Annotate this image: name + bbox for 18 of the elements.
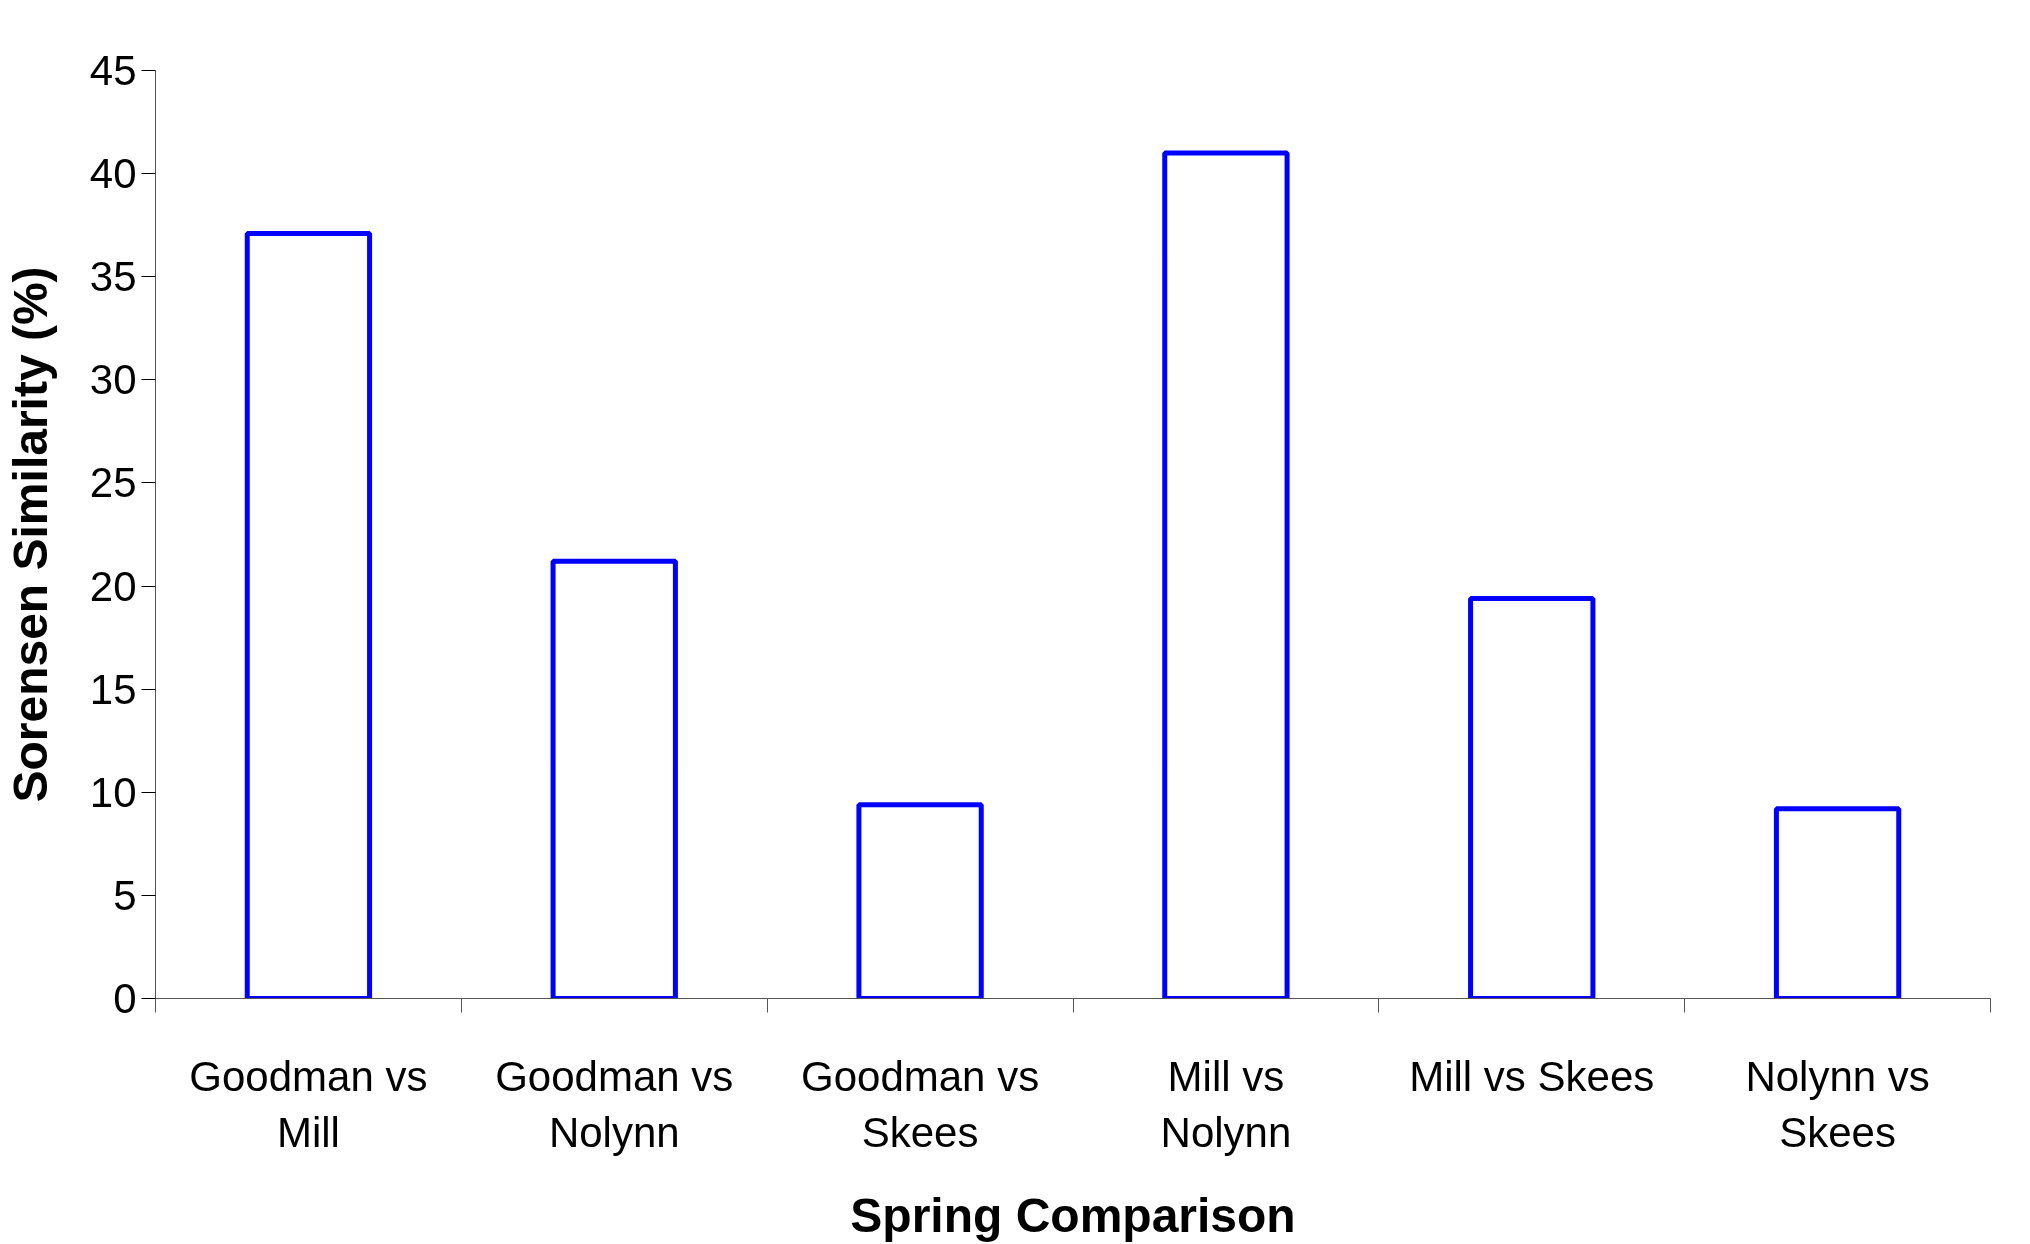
- x-tick-label: Goodman vs Nolynn: [495, 1052, 734, 1156]
- y-tick-label: 45: [89, 47, 137, 94]
- y-tick-label: 5: [113, 871, 137, 919]
- x-tick-label: Goodman vs Mill: [189, 1052, 428, 1156]
- y-axis-title: Sorensen Similarity (%): [3, 266, 57, 803]
- y-tick-label: 25: [89, 459, 137, 507]
- y-tick-label: 10: [89, 768, 137, 816]
- y-tick-label: 40: [89, 150, 137, 198]
- x-tick-label: Mill vs Skees: [1409, 1052, 1655, 1100]
- x-axis-title: Spring Comparison: [850, 1188, 1296, 1242]
- y-tick-label: 15: [89, 665, 137, 713]
- x-tick-label: Mill vs Nolynn: [1160, 1052, 1292, 1156]
- x-tick-label: Nolynn vs Skees: [1745, 1052, 1930, 1156]
- y-tick-label: 30: [89, 356, 137, 404]
- y-tick-label: 20: [89, 562, 137, 610]
- y-tick-label: 35: [89, 253, 137, 301]
- y-tick-label: 0: [113, 975, 137, 1022]
- x-tick-label: Goodman vs Skees: [801, 1052, 1040, 1156]
